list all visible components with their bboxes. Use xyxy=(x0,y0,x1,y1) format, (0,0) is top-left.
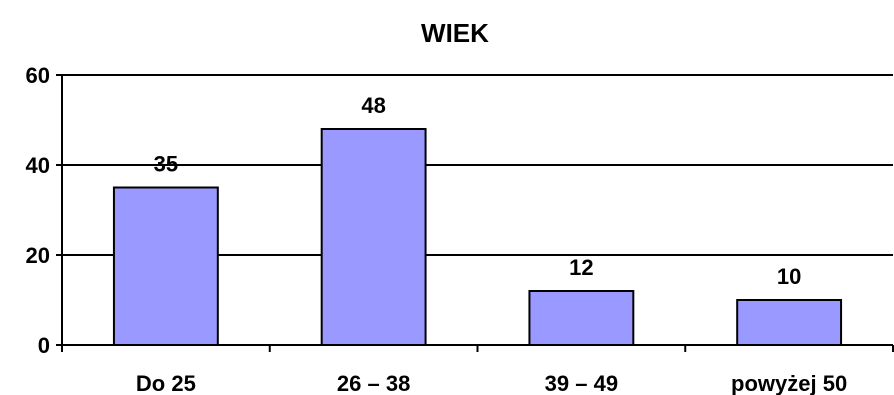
chart-title: WIEK xyxy=(421,18,489,48)
data-label: 35 xyxy=(154,152,178,177)
y-tick-label: 0 xyxy=(38,333,50,358)
y-tick-label: 20 xyxy=(26,243,50,268)
bar xyxy=(320,128,427,346)
bar xyxy=(736,299,843,346)
labels: 0 20 40 60 35 Do 25 48 26 – 38 12 39 – 49 10 powyże… xyxy=(26,63,848,395)
x-tick-label: 26 – 38 xyxy=(337,371,410,395)
x-tick-label: Do 25 xyxy=(136,371,196,395)
bar xyxy=(528,290,635,346)
data-label: 12 xyxy=(569,255,593,280)
data-label: 10 xyxy=(777,264,801,289)
x-tick-label: 39 – 49 xyxy=(545,371,618,395)
y-tick-label: 60 xyxy=(26,63,50,88)
bar xyxy=(112,186,219,346)
data-label: 48 xyxy=(361,93,385,118)
y-tick-label: 40 xyxy=(26,153,50,178)
bars xyxy=(112,128,843,346)
axes xyxy=(56,74,894,352)
x-tick-label: powyżej 50 xyxy=(731,371,847,395)
